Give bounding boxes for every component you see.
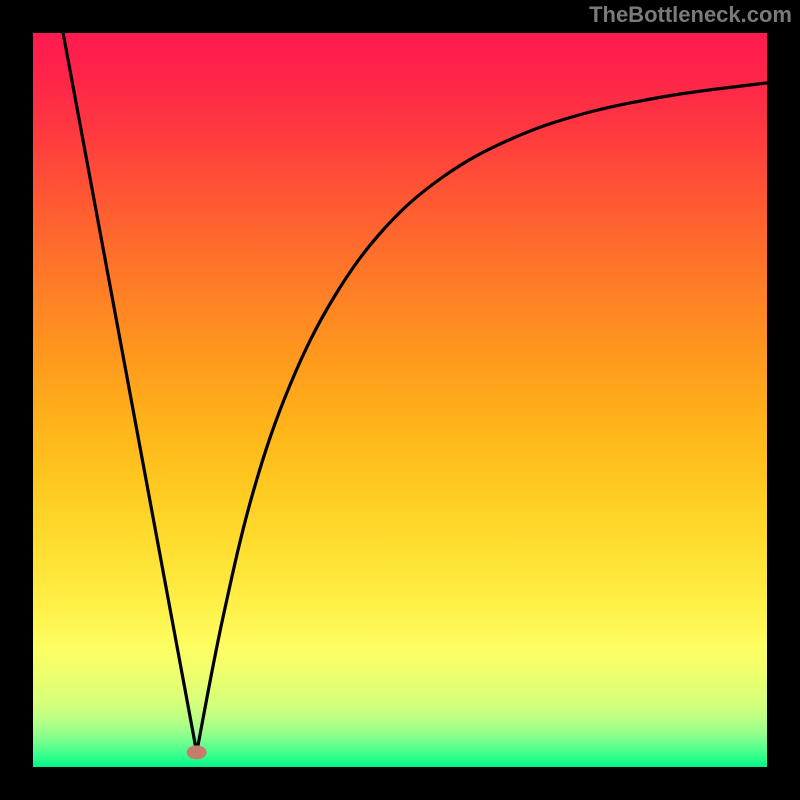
- watermark-text: TheBottleneck.com: [589, 2, 792, 28]
- chart-marker-dot: [187, 745, 207, 759]
- chart-container: TheBottleneck.com: [0, 0, 800, 800]
- chart-plot-area: [33, 33, 767, 767]
- chart-svg: [0, 0, 800, 800]
